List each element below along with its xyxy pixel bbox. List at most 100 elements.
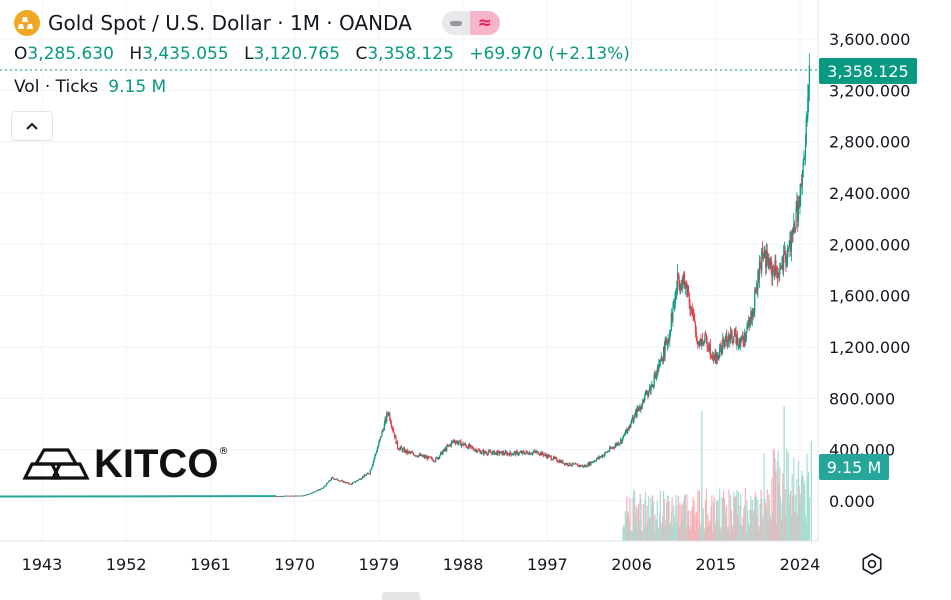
volume-bar: [713, 497, 715, 541]
candle-body: [474, 450, 476, 451]
candle-body: [577, 465, 580, 467]
volume-value: 9.15 M: [108, 77, 167, 97]
candle-body: [735, 330, 737, 344]
candle-body: [305, 494, 307, 496]
candle-body: [402, 448, 404, 452]
volume-bar: [714, 521, 716, 541]
ohlc-legend: O3,285.630 H3,435.055 L3,120.765 C3,358.…: [14, 44, 630, 64]
volume-bar: [712, 532, 714, 541]
candle-body: [496, 450, 499, 455]
candle-body: [464, 443, 467, 446]
candle-body: [319, 489, 322, 490]
last-price-tag: 3,358.125: [819, 58, 917, 84]
candle-body: [708, 344, 711, 352]
volume-bar: [652, 495, 654, 541]
candle-body: [782, 258, 784, 270]
volume-bar: [666, 495, 669, 541]
candle-body: [506, 453, 509, 455]
candle-body: [386, 413, 388, 422]
candle-body: [800, 184, 802, 196]
candle-body: [537, 451, 539, 455]
volume-legend[interactable]: Vol · Ticks 9.15 M: [14, 77, 166, 97]
settings-button[interactable]: [860, 552, 884, 576]
candle-body: [437, 457, 439, 459]
collapse-legend-button[interactable]: [11, 111, 53, 141]
volume-bar: [766, 489, 768, 541]
candle-body: [447, 445, 449, 447]
candle-body: [390, 423, 392, 427]
candle-body: [379, 436, 382, 440]
candle-body: [744, 333, 747, 343]
candle-body: [327, 482, 329, 483]
volume-bar: [786, 490, 789, 541]
candle-body: [605, 452, 607, 454]
candle-body: [629, 425, 631, 428]
symbol-title[interactable]: Gold Spot / U.S. Dollar · 1M · OANDA: [48, 11, 412, 35]
volume-bar: [662, 490, 665, 541]
volume-bar: [754, 491, 757, 541]
volume-bar: [742, 517, 744, 541]
candle-body: [338, 480, 340, 482]
volume-bar: [716, 501, 718, 541]
candle-body: [592, 461, 594, 463]
volume-bar: [647, 521, 649, 541]
candle-body: [648, 388, 651, 392]
candle-body: [729, 339, 731, 342]
candle-body: [579, 465, 581, 467]
candle-body: [512, 454, 514, 456]
candle-body: [599, 456, 601, 458]
volume-bar: [807, 475, 809, 541]
volume-bar: [764, 499, 766, 541]
volume-bar: [641, 530, 643, 541]
candle-body: [590, 461, 592, 465]
volume-bar: [775, 470, 777, 541]
kitco-wordmark: KITCO: [94, 442, 219, 486]
volume-bar: [717, 499, 719, 541]
candle-body: [407, 450, 409, 454]
volume-bar: [642, 504, 644, 541]
candle-body: [659, 361, 661, 364]
candle-body: [525, 451, 527, 453]
candle-body: [468, 444, 470, 448]
volume-bar: [760, 490, 762, 541]
volume-bar: [688, 530, 690, 541]
volume-bar: [672, 526, 674, 541]
candle-body: [591, 461, 593, 463]
candle-body: [763, 252, 765, 255]
volume-bar: [656, 500, 658, 541]
candle-body: [452, 441, 454, 443]
candle-body: [765, 251, 767, 268]
candle-body: [740, 338, 743, 342]
volume-bar: [704, 530, 706, 541]
candle-body: [503, 453, 506, 455]
candle-body: [633, 418, 635, 422]
candle-body: [348, 483, 350, 485]
candle-body: [581, 465, 583, 467]
candle-body: [578, 465, 580, 467]
volume-bar: [773, 450, 775, 541]
candle-body: [676, 272, 679, 289]
approx-icon[interactable]: ≈: [469, 11, 500, 35]
volume-bar: [644, 491, 647, 541]
candle-body: [450, 444, 452, 446]
gold-bars-icon[interactable]: [14, 10, 40, 36]
candle-body: [399, 448, 401, 450]
candle-body: [386, 413, 389, 415]
volume-bar: [779, 496, 782, 541]
candle-body: [469, 445, 471, 448]
candle-body: [693, 314, 695, 320]
candle-body: [535, 451, 537, 453]
candle-body: [374, 454, 376, 459]
x-tick-label: 2024: [780, 555, 821, 574]
candle-body: [404, 448, 406, 453]
candle-body: [624, 432, 626, 435]
candle-body: [630, 419, 633, 425]
time-scroll-handle[interactable]: [382, 592, 420, 600]
volume-bar: [630, 530, 633, 541]
volume-bar: [690, 510, 692, 541]
candle-body: [658, 363, 660, 371]
candle-body: [325, 485, 327, 487]
volume-bar: [649, 517, 651, 541]
hide-legend-button[interactable]: [442, 11, 470, 35]
